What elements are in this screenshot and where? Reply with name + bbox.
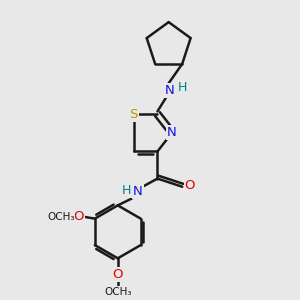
Text: O: O: [73, 210, 84, 224]
Text: O: O: [112, 268, 123, 281]
Text: H: H: [178, 81, 187, 94]
Text: OCH₃: OCH₃: [104, 286, 131, 297]
Text: H: H: [122, 184, 132, 197]
Text: S: S: [130, 108, 138, 121]
Text: N: N: [167, 126, 177, 139]
Text: O: O: [184, 179, 195, 192]
Text: N: N: [165, 84, 175, 97]
Text: OCH₃: OCH₃: [47, 212, 75, 222]
Text: N: N: [133, 185, 143, 198]
